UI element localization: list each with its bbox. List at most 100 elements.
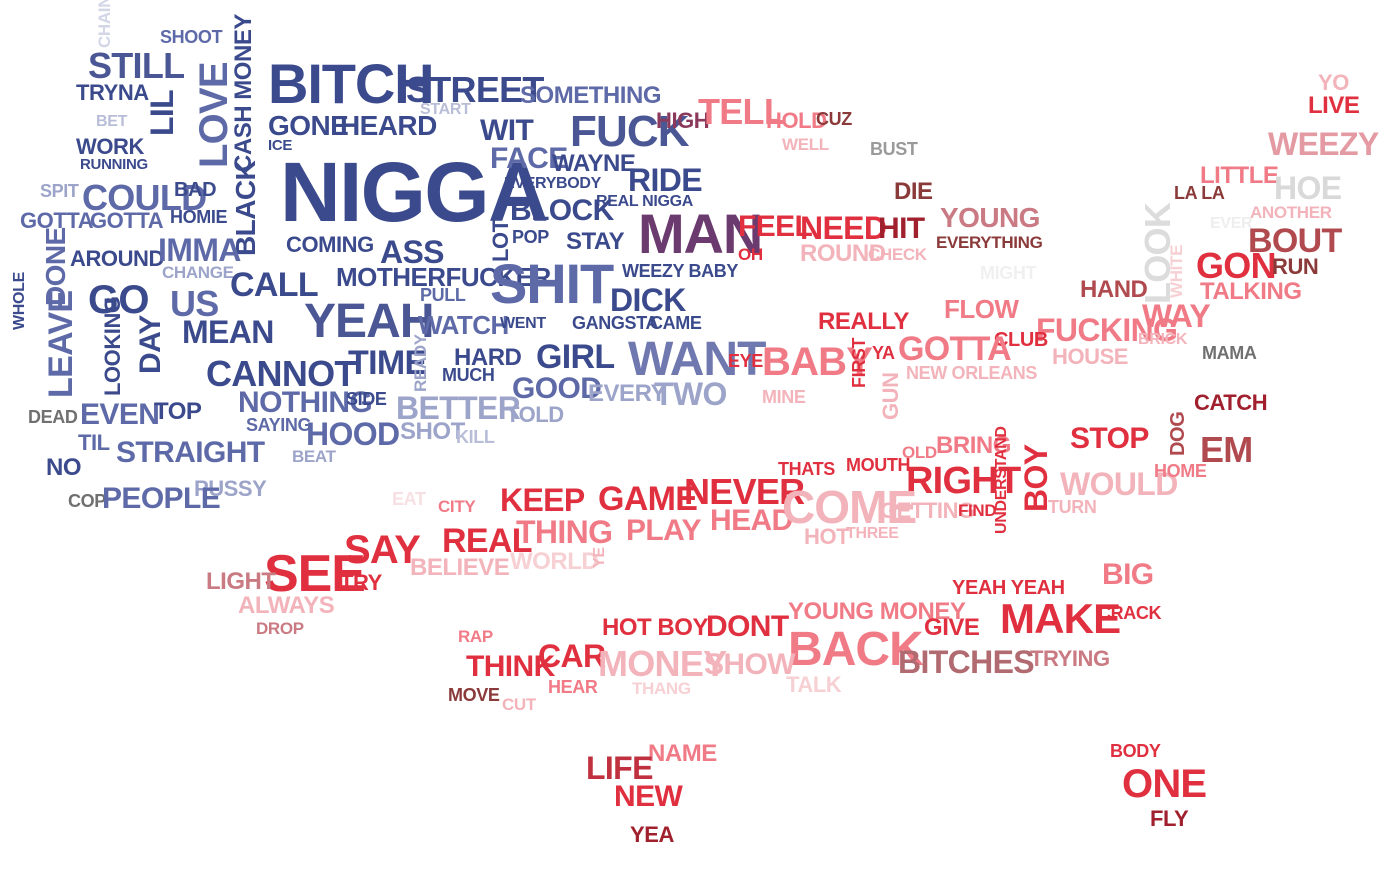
word: MOVE [448, 685, 500, 705]
word: LOOKING [100, 296, 125, 396]
word: BABY [762, 340, 873, 384]
word: MAMA [1202, 343, 1257, 363]
word: DIE [894, 178, 933, 205]
word: MONEY [598, 643, 727, 684]
word: BAD [174, 179, 217, 201]
word: THANG [632, 679, 691, 698]
word: RIGHT [906, 460, 1021, 502]
word: WATCH [418, 310, 509, 340]
word: FUCKING [1036, 312, 1178, 348]
word: GON [1196, 245, 1277, 286]
word: SPIT [40, 181, 79, 201]
word: HOME [1154, 461, 1207, 481]
word: HOMIE [170, 207, 228, 227]
word: EAT [392, 489, 426, 509]
word: WHOLE [11, 272, 28, 330]
word: PLAY [626, 514, 701, 547]
word: LEAVE [42, 290, 80, 398]
word: START [420, 101, 471, 118]
word: NIGGA [280, 145, 549, 239]
word: BLOCK [510, 194, 614, 227]
word: COME [782, 481, 917, 533]
word: MIGHT [980, 263, 1037, 283]
word: SIDE [346, 389, 387, 409]
word: GETTING [880, 498, 975, 523]
word: CHAIN [95, 0, 114, 48]
word: CUT [502, 695, 536, 714]
word: KILL [456, 427, 495, 447]
word: GOTTA [90, 208, 164, 233]
word: YEAH [304, 295, 434, 348]
word: DONT [706, 610, 789, 643]
word: READY [411, 334, 430, 392]
word: LIGHT [206, 568, 276, 595]
word: SHOW [704, 648, 796, 681]
word: TURN [1048, 497, 1097, 517]
word: HOLD [766, 108, 827, 133]
word: HOE [1274, 170, 1342, 206]
word: KEEP [500, 482, 585, 518]
word: YA [872, 343, 895, 363]
word: YEA [630, 822, 674, 847]
word: ROUND [800, 240, 886, 267]
word: NEED [800, 210, 887, 246]
word: HIT [878, 212, 925, 245]
word: ONE [1122, 762, 1207, 806]
word: SEE [264, 545, 366, 603]
word: MAN [638, 202, 763, 265]
word: GOOD [512, 372, 602, 405]
word: US [170, 283, 219, 324]
word: RIDE [628, 162, 703, 198]
word: TRYING [1030, 646, 1110, 671]
word: SHOT [400, 418, 465, 445]
word: POP [512, 227, 549, 247]
word: MEAN [182, 314, 274, 350]
word: THATS [778, 459, 835, 479]
word: GOTTA [20, 208, 94, 233]
word: GIVE [924, 614, 980, 641]
word: GIRL [536, 338, 615, 376]
word: GUN [878, 372, 903, 420]
word: FEEL [738, 210, 813, 243]
word: RUNNING [80, 156, 148, 173]
word: DOG [1167, 411, 1189, 456]
word: LA LA [1174, 183, 1225, 203]
word: NEW [614, 780, 683, 813]
word: NEW ORLEANS [906, 363, 1038, 383]
word: CHANGE [162, 263, 234, 282]
word: BACK [788, 623, 924, 676]
word: CLUB [994, 329, 1048, 351]
word: COULD [82, 177, 207, 218]
word: BOUT [1248, 222, 1342, 260]
word: HARD [454, 344, 522, 371]
word: CHECK [868, 245, 927, 264]
word: DICK [610, 282, 686, 318]
word: BELIEVE [410, 554, 510, 581]
word: CALL [230, 266, 319, 304]
word: REALLY [818, 308, 909, 335]
word: BODY [1110, 741, 1161, 761]
word: FACE [490, 142, 568, 175]
word: WIT [480, 114, 534, 147]
word: COP [68, 491, 106, 511]
word: THING [516, 514, 613, 550]
word: GOTTA [898, 330, 1012, 368]
word: WEEZY BABY [622, 261, 739, 281]
word: STILL [88, 45, 185, 86]
word: CANNOT [206, 353, 356, 394]
word: HAND [1080, 276, 1148, 303]
word: WANT [628, 333, 766, 386]
word: EVEN [80, 398, 160, 431]
word: BEAT [292, 447, 336, 466]
word: EVERY [588, 380, 667, 407]
word: WENT [500, 315, 546, 332]
word: WHITE [1167, 244, 1186, 298]
word: HOOD [306, 416, 400, 452]
word: PULL [420, 285, 466, 305]
word: MAKE [1000, 595, 1121, 642]
word: HOT [804, 524, 850, 549]
word: SAY [344, 528, 421, 572]
word: STRAIGHT [116, 436, 265, 469]
word: LOVE [192, 62, 236, 168]
word: TOP [154, 398, 202, 425]
